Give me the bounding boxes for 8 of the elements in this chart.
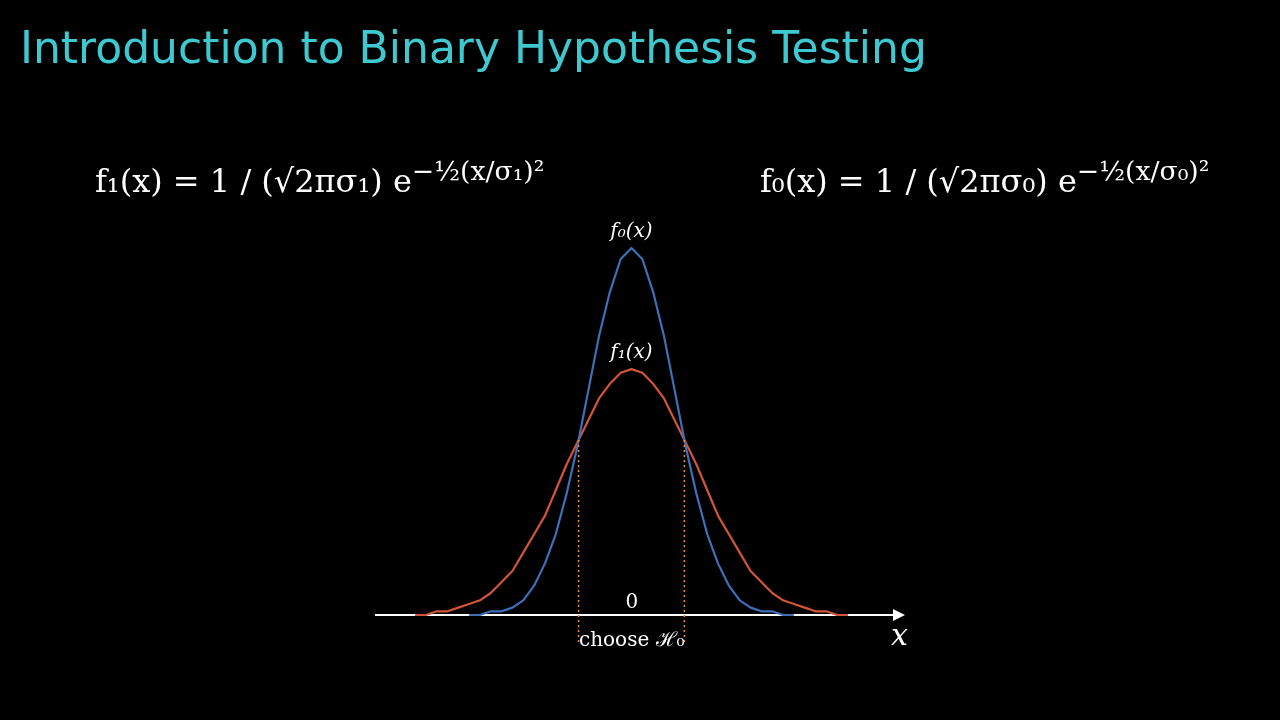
annotation: 0 — [625, 589, 639, 613]
x-axis-title: x — [891, 616, 908, 652]
text: choose ℋ₀ — [579, 626, 685, 652]
text: f₀(x) = 1 / (√2πσ₀) e$^{−½(x/σ₀)²}$ — [760, 155, 1210, 200]
series-label: f₀(x) — [608, 218, 653, 243]
series-label: f₁(x) — [608, 339, 653, 364]
text: f₁(x) = 1 / (√2πσ₁) e$^{−½(x/σ₁)²}$ — [95, 155, 545, 200]
chart-title: Introduction to Binary Hypothesis Testing — [20, 22, 927, 73]
